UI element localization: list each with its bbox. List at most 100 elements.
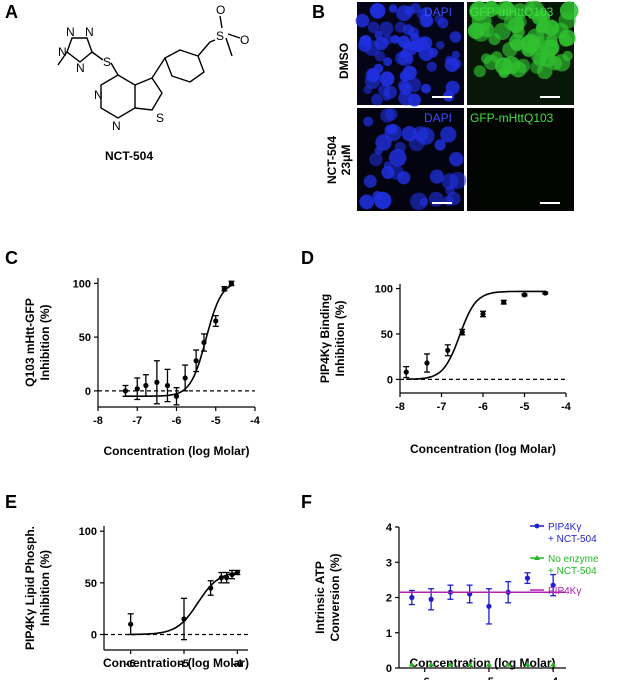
cell <box>384 85 397 99</box>
row-label-dose: 23μM <box>339 145 353 176</box>
atom-o2: O <box>240 33 249 47</box>
cell <box>418 36 433 51</box>
y-axis-title-line: Conversion (%) <box>328 553 342 641</box>
legend-label: PIP4Kγ <box>548 522 581 533</box>
y-tick-label: 50 <box>381 329 393 341</box>
atom-o1: O <box>216 3 225 17</box>
cell <box>419 197 429 207</box>
atom-n-pyr2: N <box>112 119 121 133</box>
data-point <box>424 360 430 366</box>
x-axis-title: Concentration (log Molar) <box>410 442 556 456</box>
chemical-structure <box>57 15 241 119</box>
cell <box>502 41 518 58</box>
panel-b: B DMSO NCT-504 23μM DAPI GFP-mHttQ103 DA… <box>312 0 579 211</box>
data-point <box>181 616 187 622</box>
cell <box>394 141 406 154</box>
cell <box>402 65 417 80</box>
x-axis-title: Concentration (log Molar) <box>103 656 249 670</box>
data-point <box>173 393 180 399</box>
cell <box>426 61 437 72</box>
chart-c: -8 -7 -6 -5 -4 0 50 100 Concentration (log Molar… <box>23 278 261 458</box>
cell <box>379 21 394 36</box>
cell <box>383 57 393 67</box>
cell <box>434 139 446 151</box>
y-axis-title: Intrinsic ATP Conversion (%) <box>313 553 342 641</box>
fit-curve <box>406 290 546 380</box>
cell <box>396 5 412 22</box>
cell <box>363 85 373 94</box>
x-tick-label: -5 <box>520 401 530 413</box>
image-nct-gfp <box>467 108 574 211</box>
atom-n2: N <box>85 25 94 39</box>
cell <box>421 83 431 94</box>
cell <box>449 152 464 167</box>
cell <box>380 108 395 123</box>
data-point <box>201 339 207 346</box>
x-tick-label: -4 <box>548 676 559 680</box>
x-tick-label: -4 <box>250 415 261 427</box>
gfp-cells-dmso <box>467 0 579 80</box>
cell <box>544 40 560 56</box>
data-point <box>409 594 415 601</box>
x-tick-label: -6 <box>126 658 136 670</box>
y-axis-title-line: PIP4Kγ Lipid Phosph. <box>23 526 37 650</box>
cell <box>428 47 439 58</box>
label-dapi-dmso: DAPI <box>424 5 452 19</box>
cell <box>531 9 548 26</box>
panel-e: E -6 -5 -4 0 50 100 Concentration (log Molar) P… <box>5 492 249 670</box>
x-tick-label: -6 <box>172 415 182 427</box>
cell <box>372 5 382 14</box>
data-point <box>480 311 486 317</box>
cell <box>473 65 486 78</box>
panel-a: A N N N N S N <box>5 2 249 163</box>
cell <box>369 152 383 167</box>
panel-c: C -8 -7 -6 -5 -4 0 50 100 Concentration (log Mol… <box>5 248 261 458</box>
x-tick-label: -4 <box>561 401 572 413</box>
cell <box>401 126 418 142</box>
y-tick-label: 0 <box>85 386 91 398</box>
cell <box>374 30 383 39</box>
cell <box>512 25 525 39</box>
data-point <box>134 386 140 392</box>
y-axis-title-line: Inhibition (%) <box>38 550 52 626</box>
y-tick-label: 3 <box>386 557 392 569</box>
cell <box>436 40 445 50</box>
data-point <box>154 379 160 385</box>
row-label-dmso: DMSO <box>337 43 351 79</box>
cell <box>558 11 576 30</box>
cell <box>374 146 383 155</box>
data-point <box>224 575 230 581</box>
cell <box>428 191 444 207</box>
data-point <box>501 299 507 305</box>
cell <box>381 166 395 179</box>
y-axis-title: PIP4Kγ Lipid Phosph. Inhibition (%) <box>23 526 52 650</box>
cell <box>449 171 467 190</box>
dapi-nuclei-dmso <box>355 3 462 107</box>
data-point <box>505 661 512 667</box>
cell <box>443 195 454 206</box>
data-point <box>486 603 492 609</box>
cell <box>359 35 372 47</box>
x-tick-label: -6 <box>420 676 430 680</box>
cell <box>445 185 455 196</box>
cell <box>536 63 553 80</box>
panel-letter-d: D <box>301 248 314 268</box>
panel-f: F -6 -5 -4 0 1 2 3 4 Concentration (log Molar) In… <box>301 492 599 685</box>
cell <box>485 0 499 14</box>
x-axis-title: Concentration (log Molar) <box>104 444 250 458</box>
cell <box>363 116 374 127</box>
data-point <box>550 582 556 588</box>
data-point <box>208 585 214 591</box>
cell <box>371 93 383 106</box>
cell <box>374 191 392 210</box>
cell <box>408 27 420 38</box>
cell <box>521 34 541 54</box>
data-point <box>524 575 531 581</box>
data-point <box>229 571 235 578</box>
cell <box>532 52 547 67</box>
cell <box>450 58 462 70</box>
y-tick-label: 50 <box>85 578 97 590</box>
cell <box>367 68 380 82</box>
atom-n1: N <box>66 25 75 39</box>
